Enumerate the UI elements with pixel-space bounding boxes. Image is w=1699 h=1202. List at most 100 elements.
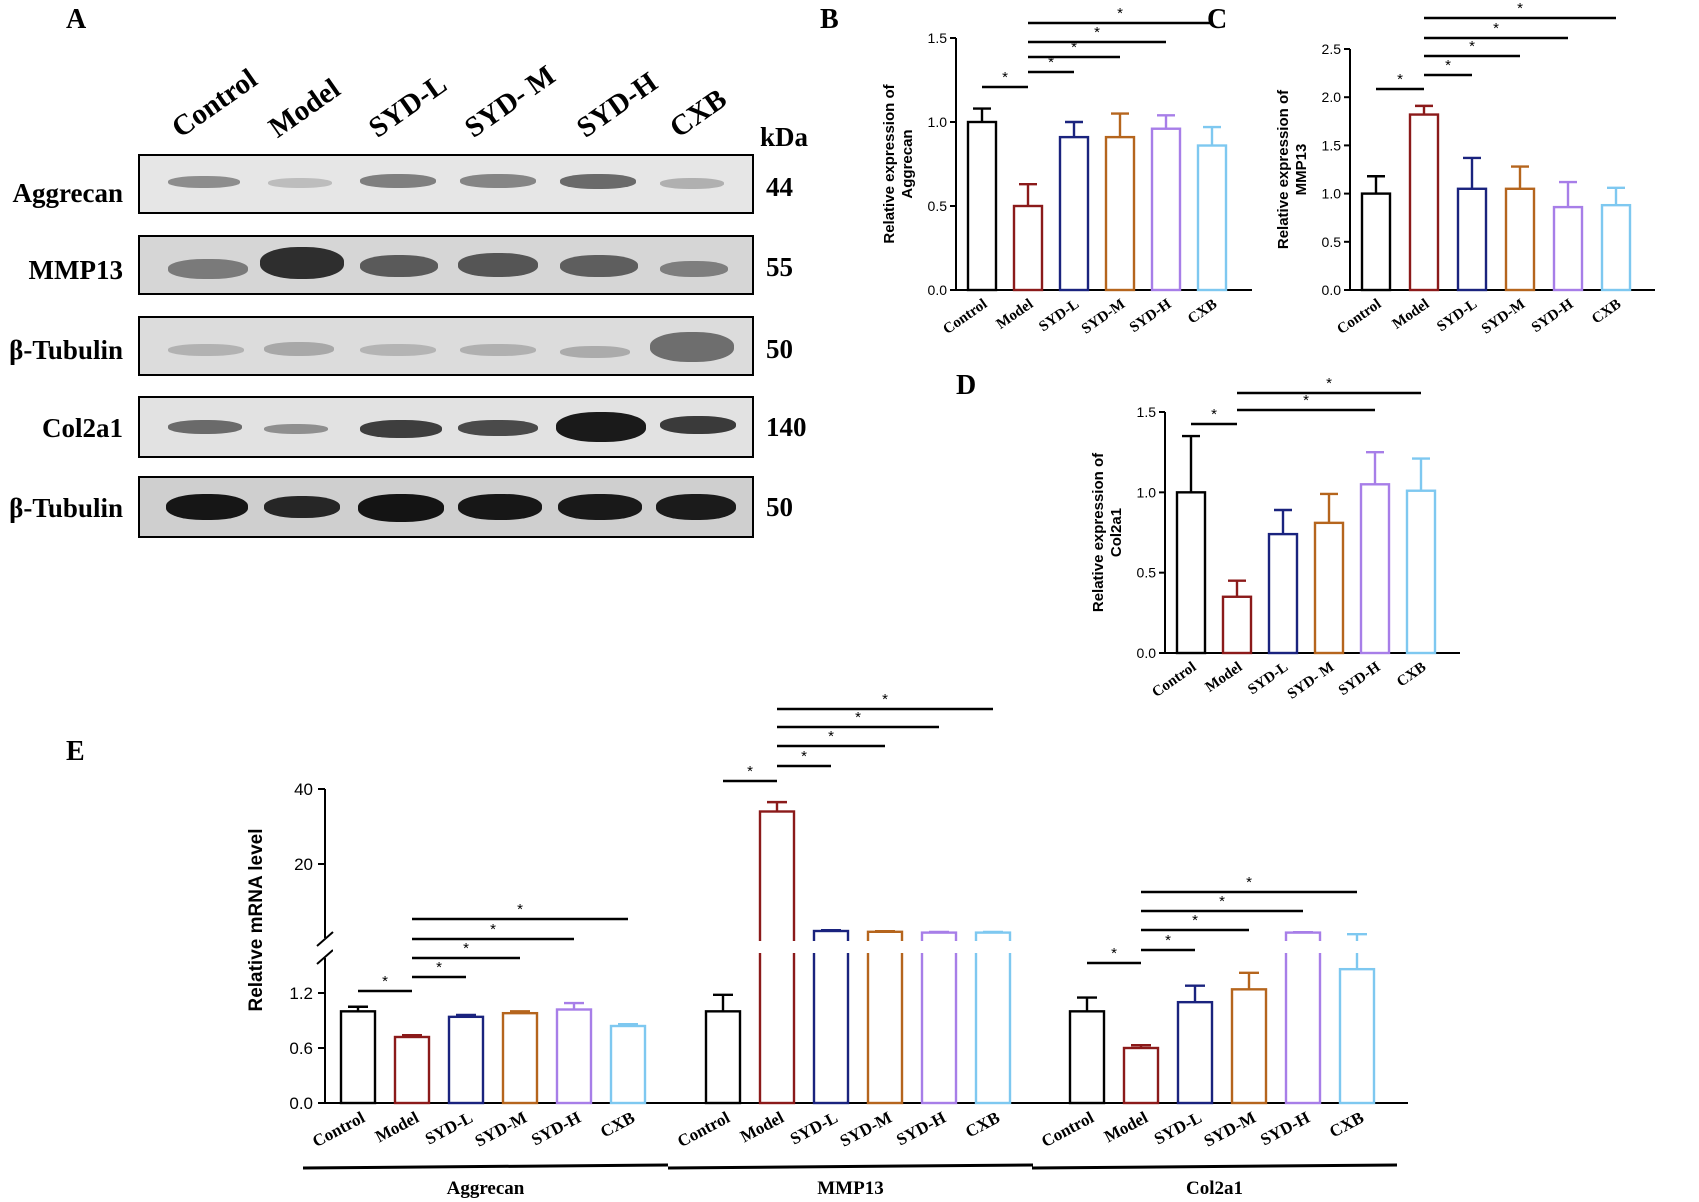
panel-b-xtick-label: Control xyxy=(940,296,990,338)
panel-e-mmp13-bar-1 xyxy=(758,810,796,1105)
panel-b-sig-3-star: * xyxy=(1094,24,1100,41)
panel-d-xtick-label: SYD-L xyxy=(1245,659,1291,698)
panel-e-col2a1-bar-4 xyxy=(1284,931,1322,1105)
panel-c-xtick-label: Control xyxy=(1334,296,1384,338)
panel-e-mmp13-bar-5 xyxy=(974,931,1012,1105)
panel-b-xtick-label: SYD-M xyxy=(1079,296,1128,337)
panel-d-xtick-label: SYD-H xyxy=(1336,659,1384,699)
panel-e-aggrecan-sig-4-star: * xyxy=(517,901,523,918)
panel-e-xtick-label: SYD-M xyxy=(1201,1108,1259,1151)
panel-b-sig-0-star: * xyxy=(1002,69,1008,86)
panel-b-ytick-label: 0.5 xyxy=(928,198,948,214)
panel-d-xtick-label: SYD- M xyxy=(1285,659,1338,702)
blot-tubulin-2 xyxy=(138,476,754,538)
panel-e-col2a1-sig-4-star: * xyxy=(1246,874,1252,891)
panel-b-bar-2 xyxy=(1058,135,1090,292)
panel-b-bar-4 xyxy=(1150,127,1182,292)
panel-e-group-label: Aggrecan xyxy=(447,1178,525,1199)
panel-e-letter: E xyxy=(66,736,85,767)
blot-label-col2a1: Col2a1 xyxy=(42,413,123,443)
panel-b-xtick-label: CXB xyxy=(1185,296,1220,327)
panel-e-mmp13-sig-1-star: * xyxy=(801,748,807,765)
panel-d-xtick-label: Model xyxy=(1203,659,1246,696)
panel-b-sig-4-star: * xyxy=(1117,5,1123,22)
panel-e-col2a1-bar-3 xyxy=(1230,988,1268,1105)
panel-d-sig-2-star: * xyxy=(1326,375,1332,392)
panel-b-ytick-label: 0.0 xyxy=(928,282,948,298)
panel-e-break-gap xyxy=(333,941,657,953)
panel-e-col2a1-bar-2 xyxy=(1176,1000,1214,1105)
blot-kda-col2a1: 140 xyxy=(766,412,807,442)
panel-c-xtick-label: SYD-H xyxy=(1529,296,1577,336)
panel-e-xtick-label: SYD-L xyxy=(422,1108,476,1149)
panel-d-bar-3 xyxy=(1313,521,1345,655)
panel-e-col2a1-sig-3-star: * xyxy=(1219,893,1225,910)
panel-e-mmp13-sig-2-star: * xyxy=(828,728,834,745)
panel-b-ylabel-2: Aggrecan xyxy=(899,129,916,198)
panel-e-aggrecan-bar-2 xyxy=(447,1015,485,1105)
kda-header: kDa xyxy=(760,122,809,152)
panel-e-aggrecan-bar-3 xyxy=(501,1011,539,1105)
panel-e-col2a1-bar-5 xyxy=(1338,967,1376,1105)
panel-c-ylabel-1: Relative expression of xyxy=(1275,89,1292,249)
panel-b-bar-5 xyxy=(1196,144,1228,292)
panel-c-sig-4-star: * xyxy=(1517,0,1523,17)
blot-kda-tubulin-2: 50 xyxy=(766,492,793,522)
blot-label-aggrecan: Aggrecan xyxy=(12,178,123,208)
blot-label-tubulin-2: β-Tubulin xyxy=(9,493,123,523)
panel-c-ytick-label: 1.5 xyxy=(1322,137,1342,153)
panel-c-ytick-label: 2.5 xyxy=(1322,41,1342,57)
panel-b-bar-0 xyxy=(966,120,998,292)
panel-d-xtick-label: Control xyxy=(1149,659,1199,701)
panel-e-xtick-label: Control xyxy=(1038,1108,1097,1151)
panel-d-ylabel-1: Relative expression of xyxy=(1090,452,1107,612)
panel-e-col2a1-bar-1 xyxy=(1122,1046,1160,1105)
panel-e-aggrecan-bar-4 xyxy=(555,1008,593,1105)
panel-e-ytick-label: 20 xyxy=(294,855,313,874)
panel-e-mmp13-bar-3 xyxy=(866,930,904,1105)
panel-c-sig-1-star: * xyxy=(1445,57,1451,74)
panel-e-xtick-label: CXB xyxy=(597,1108,638,1142)
panel-e-aggrecan-sig-1-star: * xyxy=(436,959,442,976)
panel-a-letter: A xyxy=(66,4,87,35)
panel-e-mmp13-bar-0 xyxy=(704,1010,742,1105)
panel-d-sig-1-star: * xyxy=(1303,392,1309,409)
panel-e-aggrecan-bar-0 xyxy=(339,1010,377,1105)
panel-e-aggrecan-bar-5 xyxy=(609,1024,647,1105)
panel-d-bar-2 xyxy=(1267,532,1299,655)
panel-e-aggrecan-sig-3-star: * xyxy=(490,921,496,938)
panel-e-group-label: Col2a1 xyxy=(1186,1178,1243,1199)
panel-e-axis-break-mark xyxy=(316,931,334,947)
panel-e-xtick-label: Control xyxy=(674,1108,733,1151)
panel-d-ytick-label: 0.0 xyxy=(1137,645,1157,661)
panel-e-aggrecan-sig-0-star: * xyxy=(382,973,388,990)
panel-c-ytick-label: 0.5 xyxy=(1322,234,1342,250)
panel-e-group-label: MMP13 xyxy=(817,1178,883,1199)
panel-b-xtick-label: Model xyxy=(994,296,1037,333)
panel-e-xtick-label: SYD-H xyxy=(893,1108,949,1150)
panel-e-ylabel: Relative mRNA level xyxy=(246,828,267,1011)
panel-d-bar-0 xyxy=(1175,491,1207,655)
panel-c-ytick-label: 0.0 xyxy=(1322,282,1342,298)
panel-e-xtick-label: SYD-L xyxy=(787,1108,841,1149)
blot-label-mmp13: MMP13 xyxy=(28,255,123,285)
blot-kda-tubulin-1: 50 xyxy=(766,334,793,364)
panel-c-ytick-label: 1.0 xyxy=(1322,186,1342,202)
panel-c-xtick-label: SYD-M xyxy=(1479,296,1528,337)
panel-c-letter: C xyxy=(1207,4,1228,35)
panel-b-xtick-label: SYD-H xyxy=(1127,296,1175,336)
panel-d-bar-1 xyxy=(1221,595,1253,655)
panel-e-col2a1-sig-2-star: * xyxy=(1192,912,1198,929)
panel-e-xtick-label: Model xyxy=(737,1108,787,1147)
panel-e-xtick-label: SYD-M xyxy=(837,1108,895,1151)
panel-e-col2a1-sig-1-star: * xyxy=(1165,932,1171,949)
panel-e-xtick-label: Model xyxy=(372,1108,422,1147)
panel-e-mmp13-sig-0-star: * xyxy=(747,763,753,780)
panel-c-xtick-label: Model xyxy=(1390,296,1433,333)
panel-e-col2a1-bar-0 xyxy=(1068,1010,1106,1105)
panel-e-xtick-label: Model xyxy=(1101,1108,1151,1147)
panel-e-mmp13-sig-4-star: * xyxy=(882,691,888,708)
panel-c-ylabel-2: MMP13 xyxy=(1293,144,1310,196)
panel-d-bar-5 xyxy=(1405,489,1437,655)
